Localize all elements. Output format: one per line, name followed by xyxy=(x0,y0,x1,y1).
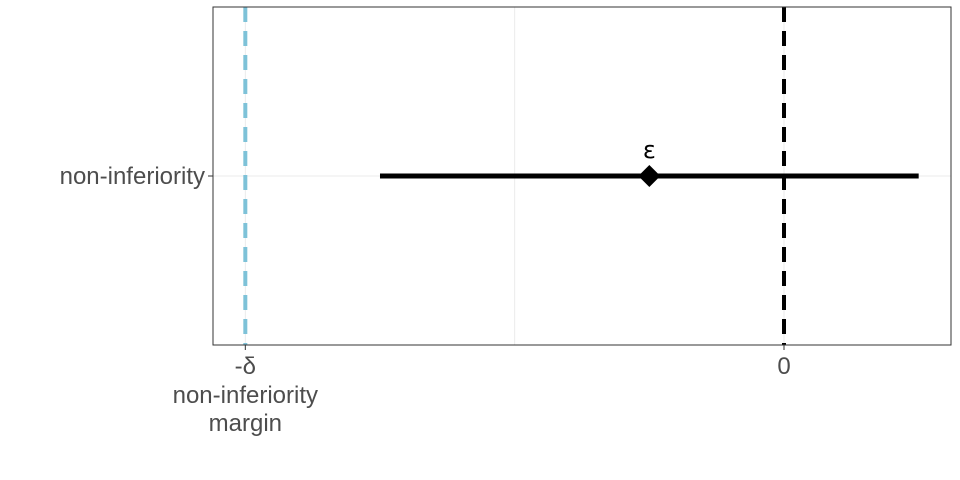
x-tick-sublabel-line: non-inferiority xyxy=(173,382,318,409)
x-tick-sublabel: non-inferiority margin xyxy=(173,382,318,437)
y-axis: non-inferiority xyxy=(60,163,213,190)
x-tick-sublabel-line: margin xyxy=(209,410,282,437)
point-estimate-label: ε xyxy=(643,136,656,164)
point-estimate-diamond xyxy=(638,165,661,187)
interval-marks: ε xyxy=(379,136,919,187)
x-tick-label: -δ xyxy=(235,353,256,380)
y-tick-label: non-inferiority xyxy=(60,163,205,190)
x-tick-label: 0 xyxy=(777,353,790,380)
